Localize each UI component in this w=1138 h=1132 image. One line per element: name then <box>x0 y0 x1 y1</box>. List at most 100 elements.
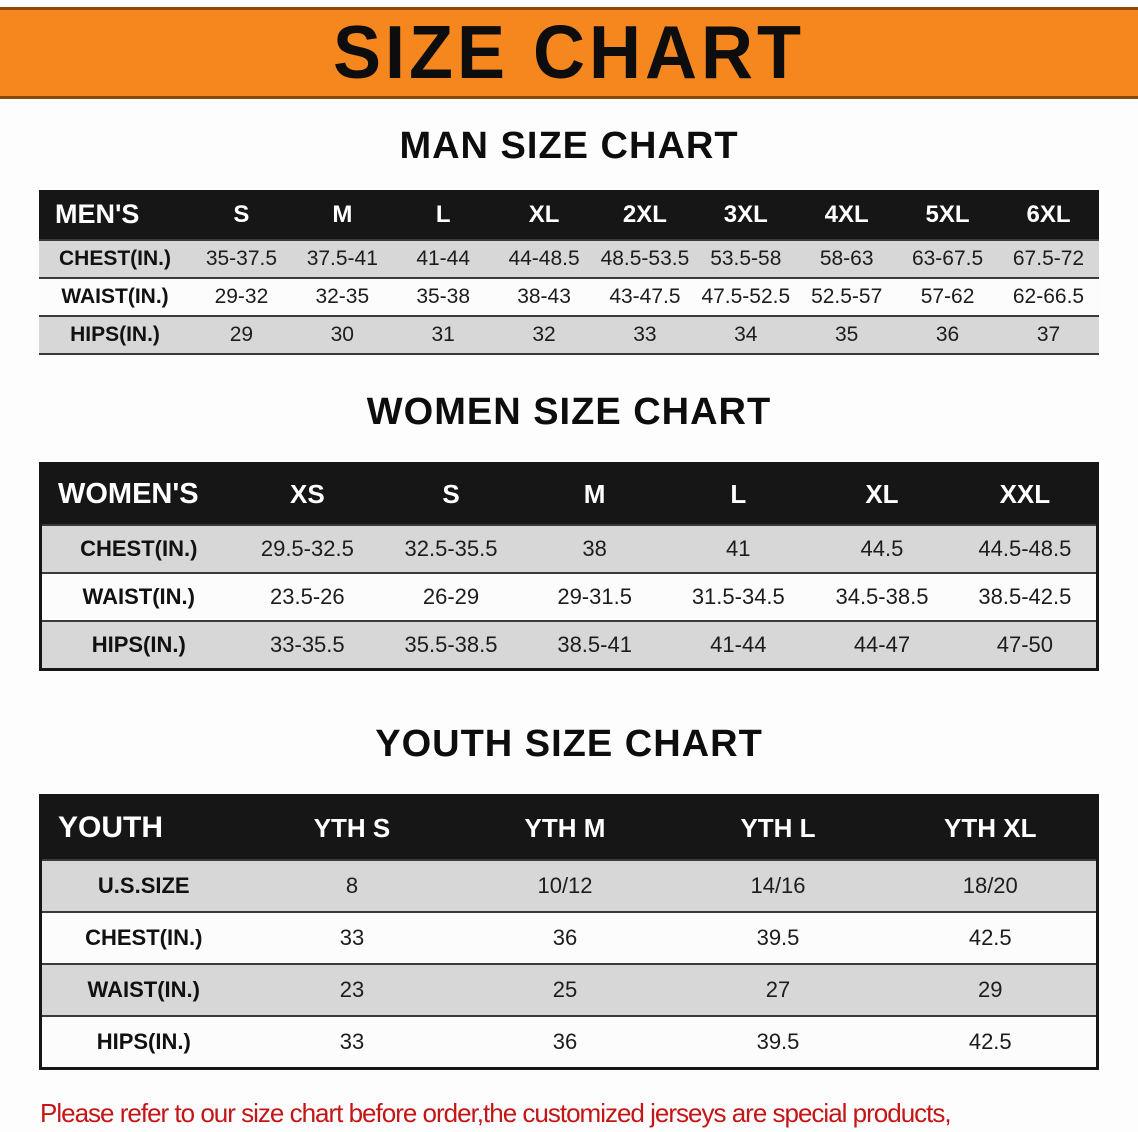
table-cell: 26-29 <box>422 584 480 609</box>
table-cell: 34.5-38.5 <box>835 584 929 609</box>
table-cell: 38.5-41 <box>557 632 632 657</box>
column-header: XL <box>493 190 595 240</box>
table-row: CHEST(IN.) 35-37.5 37.5-41 41-44 44-48.5 48.5… <box>39 240 1099 278</box>
mens-size-table: MEN'S S M L XL 2XL 3XL 4XL 5XL 6XL CHEST(IN.) 35-37… <box>39 190 1099 355</box>
table-cell: 53.5-58 <box>710 247 782 270</box>
size-chart-banner: SIZE CHART <box>0 7 1138 99</box>
row-label: HIPS(IN.) <box>96 1029 191 1054</box>
table-cell: 32 <box>532 323 556 346</box>
column-header: M <box>291 190 393 240</box>
table-cell: 23 <box>339 977 365 1002</box>
table-cell: 38 <box>582 536 607 561</box>
table-cell: 32-35 <box>315 285 370 308</box>
disclaimer-line-1: Please refer to our size chart before or… <box>40 1098 952 1128</box>
table-cell: 63-67.5 <box>911 247 984 270</box>
table-cell: 62-66.5 <box>1012 285 1085 308</box>
table-cell: 33 <box>339 925 365 950</box>
table-cell: 29 <box>978 977 1003 1002</box>
row-label: WAIST(IN.) <box>61 285 169 308</box>
table-row: WAIST(IN.) 23.5-26 26-29 29-31.5 31.5-34.5 34… <box>40 573 1098 621</box>
table-row: HIPS(IN.) 33 36 39.5 42.5 <box>40 1016 1098 1069</box>
womens-section-heading: WOMEN SIZE CHART <box>366 391 772 433</box>
column-header: YTH L <box>671 795 885 860</box>
table-cell: 29.5-32.5 <box>260 536 354 561</box>
column-header: 2XL <box>594 190 696 240</box>
table-row: WAIST(IN.) 23 25 27 29 <box>40 964 1098 1016</box>
table-cell: 34 <box>734 323 758 346</box>
table-title-cell: WOMEN'S <box>40 463 236 525</box>
table-cell: 44.5-48.5 <box>978 536 1072 561</box>
row-label: HIPS(IN.) <box>70 323 160 346</box>
table-cell: 35.5-38.5 <box>404 632 498 657</box>
table-cell: 29-32 <box>214 285 269 308</box>
column-header: M <box>522 463 667 525</box>
column-header: S <box>379 463 523 525</box>
row-label: WAIST(IN.) <box>82 584 195 609</box>
womens-size-table: WOMEN'S XS S M L XL XXL CHEST(IN.) 29.5-32.5 32.5… <box>39 462 1099 671</box>
table-cell: 30 <box>330 323 354 346</box>
table-cell: 36 <box>935 323 960 346</box>
table-row: WAIST(IN.) 29-32 32-35 35-38 38-43 43-47.5 47.… <box>39 278 1099 316</box>
column-header: S <box>191 190 292 240</box>
column-header: L <box>666 463 811 525</box>
table-cell: 31 <box>431 323 455 346</box>
table-cell: 36 <box>552 925 578 950</box>
table-cell: 38.5-42.5 <box>978 584 1072 609</box>
column-header: XXL <box>953 463 1098 525</box>
table-row: CHEST(IN.) 29.5-32.5 32.5-35.5 38 41 44.5 44.5… <box>40 525 1098 573</box>
youth-section: YOUTH SIZE CHART YOUTH YTH S YTH M YTH L YTH… <box>0 723 1138 1070</box>
table-row: CHEST(IN.) 33 36 39.5 42.5 <box>40 912 1098 964</box>
table-cell: 39.5 <box>756 925 800 950</box>
table-cell: 42.5 <box>968 1029 1012 1054</box>
column-header: 6XL <box>998 190 1099 240</box>
table-cell: 27 <box>765 977 791 1002</box>
table-cell: 32.5-35.5 <box>404 536 498 561</box>
table-cell: 25 <box>552 977 578 1002</box>
table-cell: 44-48.5 <box>508 247 580 270</box>
banner-title: SIZE CHART <box>333 11 805 96</box>
row-label: U.S.SIZE <box>97 873 190 898</box>
table-cell: 8 <box>345 873 359 898</box>
column-header: YTH S <box>245 795 459 860</box>
table-cell: 48.5-53.5 <box>600 247 690 270</box>
womens-section: WOMEN SIZE CHART WOMEN'S XS S M L XL XXL CHEST(… <box>0 391 1138 671</box>
table-cell: 37.5-41 <box>306 247 378 270</box>
table-cell: 35-38 <box>416 285 471 308</box>
column-header: 5XL <box>897 190 998 240</box>
table-cell: 44-47 <box>853 632 911 657</box>
table-cell: 43-47.5 <box>609 285 681 308</box>
table-cell: 33 <box>339 1029 365 1054</box>
row-label: HIPS(IN.) <box>91 632 186 657</box>
column-header: YTH M <box>458 795 672 860</box>
table-cell: 29 <box>229 323 254 346</box>
mens-section: MAN SIZE CHART MEN'S S M L XL 2XL 3XL 4XL 5XL 6XL… <box>0 125 1138 355</box>
table-cell: 52.5-57 <box>811 285 883 308</box>
table-cell: 41-44 <box>416 247 471 270</box>
table-cell: 37 <box>1036 323 1061 346</box>
mens-section-heading: MAN SIZE CHART <box>399 125 739 167</box>
table-cell: 47-50 <box>996 632 1054 657</box>
table-cell: 67.5-72 <box>1012 247 1085 270</box>
youth-section-heading: YOUTH SIZE CHART <box>375 723 763 765</box>
disclaimer-note: Please refer to our size chart before or… <box>40 1096 1138 1132</box>
table-cell: 23.5-26 <box>270 584 345 609</box>
column-header: L <box>392 190 494 240</box>
table-cell: 33-35.5 <box>270 632 345 657</box>
row-label: CHEST(IN.) <box>80 536 198 561</box>
table-cell: 33 <box>633 323 657 346</box>
table-cell: 31.5-34.5 <box>691 584 785 609</box>
table-cell: 47.5-52.5 <box>701 285 791 308</box>
table-cell: 14/16 <box>750 873 806 898</box>
youth-size-table: YOUTH YTH S YTH M YTH L YTH XL U.S.SIZE 8 10/12… <box>39 794 1099 1070</box>
column-header: XL <box>810 463 954 525</box>
table-header-row: YOUTH YTH S YTH M YTH L YTH XL <box>40 795 1098 860</box>
table-cell: 41 <box>726 536 751 561</box>
table-cell: 41-44 <box>710 632 767 657</box>
table-row: HIPS(IN.) 33-35.5 35.5-38.5 38.5-41 41-44 44-… <box>40 621 1098 670</box>
table-cell: 38-43 <box>517 285 571 308</box>
table-cell: 44.5 <box>860 536 904 561</box>
table-cell: 36 <box>552 1029 578 1054</box>
table-cell: 29-31.5 <box>557 584 632 609</box>
page: SIZE CHART MAN SIZE CHART MEN'S S M L XL 2XL 3… <box>0 7 1138 1132</box>
table-cell: 35 <box>835 323 859 346</box>
